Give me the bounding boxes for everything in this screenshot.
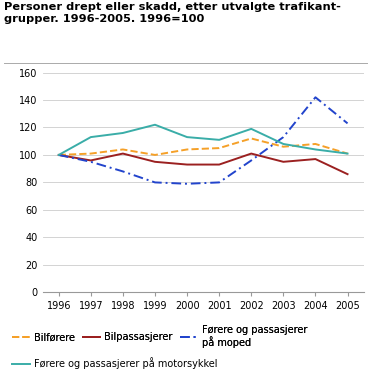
- Bilpassasjerer: [121, 151, 125, 156]
- Bilpassasjerer: [345, 172, 350, 176]
- Bilførere: [249, 136, 253, 141]
- Førere og passasjerer på motorsykkel: [56, 153, 61, 157]
- Bilførere: [89, 151, 93, 156]
- Line: Førere og passasjerer på motorsykkel: Førere og passasjerer på motorsykkel: [59, 125, 348, 155]
- Førere og passasjerer på motorsykkel: [345, 151, 350, 156]
- Førere og passasjerer på motorsykkel: [313, 147, 318, 152]
- Line: Bilførere: Bilførere: [59, 139, 348, 155]
- Førere og passasjerer
på moped: [185, 181, 189, 186]
- Line: Bilpassasjerer: Bilpassasjerer: [59, 154, 348, 174]
- Førere og passasjerer på motorsykkel: [185, 135, 189, 139]
- Førere og passasjerer
på moped: [345, 121, 350, 126]
- Bilpassasjerer: [313, 157, 318, 161]
- Førere og passasjerer
på moped: [249, 158, 253, 163]
- Førere og passasjerer
på moped: [89, 160, 93, 164]
- Bilførere: [56, 153, 61, 157]
- Førere og passasjerer
på moped: [217, 180, 221, 185]
- Førere og passasjerer på motorsykkel: [89, 135, 93, 139]
- Bilpassasjerer: [56, 153, 61, 157]
- Bilpassasjerer: [89, 158, 93, 163]
- Legend: Førere og passasjerer på motorsykkel: Førere og passasjerer på motorsykkel: [9, 354, 221, 373]
- Bilførere: [281, 144, 286, 149]
- Førere og passasjerer
på moped: [153, 180, 157, 185]
- Bilførere: [217, 146, 221, 151]
- Bilførere: [313, 142, 318, 146]
- Line: Førere og passasjerer
på moped: Førere og passasjerer på moped: [59, 97, 348, 184]
- Bilførere: [121, 147, 125, 152]
- Text: Personer drept eller skadd, etter utvalgte trafikant-
grupper. 1996-2005. 1996=1: Personer drept eller skadd, etter utvalg…: [4, 2, 341, 24]
- Bilførere: [345, 151, 350, 156]
- Førere og passasjerer
på moped: [281, 135, 286, 139]
- Bilpassasjerer: [281, 160, 286, 164]
- Bilpassasjerer: [217, 162, 221, 167]
- Bilpassasjerer: [249, 151, 253, 156]
- Førere og passasjerer
på moped: [313, 95, 318, 100]
- Førere og passasjerer
på moped: [56, 153, 61, 157]
- Førere og passasjerer
på moped: [121, 169, 125, 174]
- Førere og passasjerer på motorsykkel: [249, 126, 253, 131]
- Førere og passasjerer på motorsykkel: [153, 123, 157, 127]
- Legend: Bilførere, Bilpassasjerer, Førere og passasjerer
på moped: Bilførere, Bilpassasjerer, Førere og pas…: [9, 320, 311, 352]
- Førere og passasjerer på motorsykkel: [217, 138, 221, 142]
- Førere og passasjerer på motorsykkel: [281, 142, 286, 146]
- Førere og passasjerer på motorsykkel: [121, 131, 125, 135]
- Bilførere: [153, 153, 157, 157]
- Bilførere: [185, 147, 189, 152]
- Bilpassasjerer: [185, 162, 189, 167]
- Bilpassasjerer: [153, 160, 157, 164]
